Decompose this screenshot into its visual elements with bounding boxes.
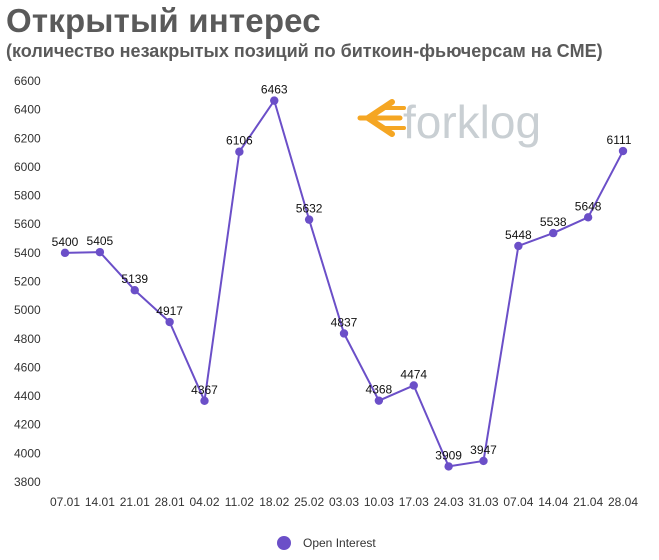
series-open-interest: 5400 5405 5139 4917 4367 6106 6463 5632 4837 4368… <box>52 83 632 471</box>
x-tick-label: 10.03 <box>364 495 394 509</box>
x-tick-label: 03.03 <box>329 495 359 509</box>
data-point <box>130 286 139 295</box>
data-point <box>479 456 488 466</box>
data-label: 5648 <box>575 199 602 213</box>
x-tick-label: 28.01 <box>155 495 185 509</box>
data-point <box>409 381 418 390</box>
forklog-logo-icon <box>357 99 406 137</box>
x-axis: 07.01 14.01 21.01 28.01 04.02 11.02 18.02 25.02… <box>50 495 638 509</box>
data-label: 4837 <box>331 315 358 329</box>
x-tick-label: 21.01 <box>120 495 150 509</box>
data-point <box>165 317 174 327</box>
y-tick-label: 5400 <box>14 246 41 260</box>
data-point <box>444 462 453 471</box>
data-label: 4474 <box>400 367 427 381</box>
x-tick-label: 28.04 <box>608 495 638 509</box>
x-tick-label: 17.03 <box>399 495 429 509</box>
data-point <box>200 396 209 405</box>
data-label: 5448 <box>505 228 532 242</box>
x-tick-label: 25.02 <box>294 495 324 509</box>
legend: Open Interest <box>277 536 376 550</box>
data-point <box>583 213 593 222</box>
data-point <box>374 396 384 405</box>
data-label: 6106 <box>226 134 253 148</box>
data-point <box>618 146 628 156</box>
x-tick-label: 07.04 <box>503 495 533 509</box>
x-tick-label: 24.03 <box>434 495 464 509</box>
data-point <box>549 228 558 238</box>
y-tick-label: 5000 <box>14 303 41 317</box>
y-tick-label: 6400 <box>14 103 41 117</box>
data-point <box>270 96 279 105</box>
data-label: 5139 <box>121 272 148 286</box>
y-tick-label: 5800 <box>14 189 41 203</box>
series-line <box>64 99 624 468</box>
data-label: 6463 <box>261 83 288 97</box>
y-tick-label: 4000 <box>14 446 41 460</box>
x-tick-label: 07.01 <box>50 495 80 509</box>
data-label: 5538 <box>540 215 567 229</box>
y-tick-label: 4800 <box>14 332 41 346</box>
data-point <box>60 248 70 258</box>
legend-marker <box>277 536 291 550</box>
data-point <box>95 247 105 257</box>
data-label: 5632 <box>296 202 323 216</box>
data-point <box>339 329 349 338</box>
y-tick-label: 5600 <box>14 217 41 231</box>
chart-title: Открытый интерес <box>6 2 321 39</box>
data-label: 3947 <box>470 443 497 457</box>
data-label: 3909 <box>435 448 462 462</box>
y-axis: 3800 4000 4200 4400 4600 4800 5000 5200 5400 5600… <box>14 74 41 489</box>
x-tick-label: 04.02 <box>189 495 219 509</box>
data-label: 5400 <box>52 235 79 249</box>
legend-label: Open Interest <box>303 536 376 550</box>
data-label: 4367 <box>191 383 218 397</box>
y-tick-label: 4200 <box>14 418 41 432</box>
y-tick-label: 4600 <box>14 360 41 374</box>
data-point <box>235 147 244 156</box>
x-tick-label: 11.02 <box>225 495 254 509</box>
data-point <box>514 241 523 251</box>
x-tick-label: 31.03 <box>468 495 498 509</box>
forklog-logo-wordmark: forklog <box>403 96 541 148</box>
y-tick-label: 6600 <box>14 74 41 88</box>
x-tick-label: 18.02 <box>259 495 289 509</box>
y-tick-label: 4400 <box>14 389 41 403</box>
data-label: 4917 <box>156 304 183 318</box>
forklog-logo: forklog <box>357 96 541 148</box>
chart-subtitle: (количество незакрытых позиций по биткои… <box>6 41 603 61</box>
y-tick-label: 5200 <box>14 275 41 289</box>
data-label: 4368 <box>366 383 393 397</box>
x-tick-label: 14.01 <box>85 495 115 509</box>
y-tick-label: 6200 <box>14 131 41 145</box>
x-tick-label: 14.04 <box>538 495 568 509</box>
x-tick-label: 21.04 <box>573 495 603 509</box>
data-label: 5405 <box>87 234 114 248</box>
y-tick-label: 3800 <box>14 475 41 489</box>
data-point <box>304 215 314 224</box>
data-label: 6111 <box>607 133 632 147</box>
y-tick-label: 6000 <box>14 160 41 174</box>
